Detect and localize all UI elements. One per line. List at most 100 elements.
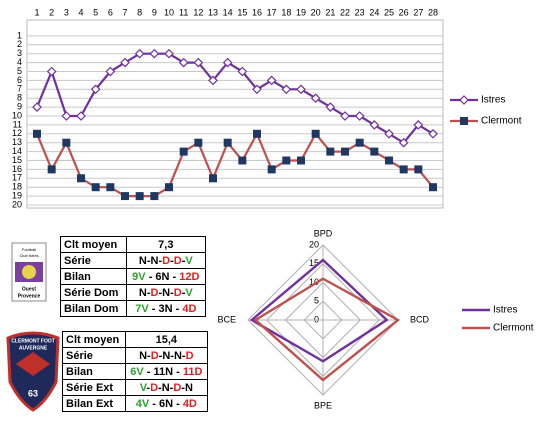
marker (134, 48, 145, 59)
x-tick-label: 3 (64, 7, 69, 17)
marker (120, 57, 130, 68)
y-tick-label: 20 (12, 199, 22, 209)
logo-text: AUVERGNE (19, 345, 48, 351)
marker (370, 147, 379, 156)
marker (413, 120, 424, 130)
marker (238, 156, 247, 165)
x-tick-label: 7 (122, 7, 127, 17)
legend-label: Istres (481, 95, 505, 106)
category-label: BPD (314, 228, 333, 238)
x-tick-label: 17 (267, 7, 277, 17)
row-value: 7,3 (125, 236, 207, 253)
logo-text: CLERMONT FOOT (11, 338, 55, 344)
y-tick-label: 15 (12, 155, 22, 165)
marker (209, 174, 217, 183)
y-tick-label: 19 (12, 190, 22, 200)
marker (46, 66, 57, 77)
marker (428, 128, 438, 139)
x-tick-label: 28 (428, 7, 438, 17)
stats-table: Clt moyen 15,4 Série N-D-N-N-D Bilan 6V - 11N… (62, 331, 209, 412)
r-tick-label: 15 (309, 258, 319, 268)
marker (310, 93, 321, 104)
x-tick-label: 14 (223, 7, 233, 17)
marker (311, 129, 320, 138)
y-tick-label: 9 (17, 101, 22, 111)
y-tick-label: 10 (12, 110, 22, 120)
y-tick-label: 6 (17, 75, 22, 85)
row-label: Clt moyen (62, 331, 126, 348)
x-tick-label: 2 (49, 7, 54, 17)
marker (297, 156, 305, 165)
y-tick-label: 7 (17, 84, 22, 94)
row-label: Bilan Dom (60, 300, 127, 317)
y-tick-label: 1 (17, 30, 22, 40)
marker (194, 138, 203, 147)
marker (325, 102, 336, 112)
row-label: Série Ext (62, 379, 126, 396)
table-row: Clt moyen 15,4 (62, 331, 209, 348)
r-tick-label: 0 (314, 314, 319, 324)
row-value: 9V - 6N - 12D (125, 268, 207, 285)
y-tick-label: 12 (12, 128, 22, 138)
logo-text: Provence (18, 293, 41, 299)
table-row: Bilan 9V - 6N - 12D (60, 268, 207, 285)
marker (355, 138, 364, 147)
marker (267, 165, 276, 174)
marker (253, 129, 261, 138)
table-row: Bilan 6V - 11N - 11D (62, 363, 209, 380)
x-tick-label: 9 (152, 7, 157, 17)
y-tick-label: 8 (17, 93, 22, 103)
marker (222, 57, 233, 68)
marker (341, 147, 349, 156)
marker (91, 183, 100, 192)
table-row: Série Ext V-D-N-D-N (62, 379, 209, 396)
marker (61, 111, 72, 121)
marker (414, 165, 423, 174)
table-row: Série N-D-N-N-D (62, 347, 209, 364)
x-tick-label: 15 (237, 7, 247, 17)
x-tick-label: 26 (399, 7, 409, 17)
legend-label: Istres (493, 305, 517, 316)
y-tick-label: 14 (12, 146, 22, 156)
marker (179, 147, 188, 156)
marker (354, 111, 365, 121)
marker (193, 57, 204, 68)
x-tick-label: 12 (193, 7, 203, 17)
row-label: Série (60, 252, 127, 269)
r-tick-label: 20 (309, 239, 319, 249)
r-tick-label: 5 (314, 296, 319, 306)
marker (266, 75, 277, 86)
series-line (35, 52, 434, 145)
logo-emblem (16, 352, 50, 376)
marker (32, 102, 42, 112)
plot-area (26, 19, 444, 209)
marker (282, 156, 291, 165)
row-label: Bilan (62, 363, 126, 380)
table-row: Bilan Dom 7V - 3N - 4D (60, 300, 207, 317)
y-tick-label: 17 (12, 173, 22, 183)
marker (399, 165, 408, 174)
marker (178, 57, 189, 68)
row-value: V-D-N-D-N (124, 379, 209, 396)
marker (121, 192, 129, 201)
legend-marker (460, 117, 468, 125)
y-tick-label: 5 (17, 66, 22, 76)
marker (150, 192, 159, 201)
marker (384, 128, 394, 139)
row-value: 6V - 11N - 11D (124, 363, 209, 380)
x-tick-label: 4 (78, 7, 83, 17)
logo-ball (22, 265, 36, 279)
x-tick-label: 24 (369, 7, 379, 17)
table-row: Clt moyen 7,3 (60, 236, 207, 253)
x-tick-label: 16 (252, 7, 262, 17)
marker (33, 129, 41, 138)
marker (252, 84, 262, 95)
x-tick-label: 20 (311, 7, 321, 17)
stats-table: Clt moyen 7,3 Série N-N-D-D-V Bilan 9V - 6N -… (60, 236, 207, 317)
row-label: Série (62, 347, 126, 364)
category-label: BCE (217, 314, 236, 324)
y-tick-label: 13 (12, 137, 22, 147)
y-tick-label: 4 (17, 57, 22, 67)
marker (90, 84, 101, 95)
row-value: 15,4 (124, 331, 209, 348)
